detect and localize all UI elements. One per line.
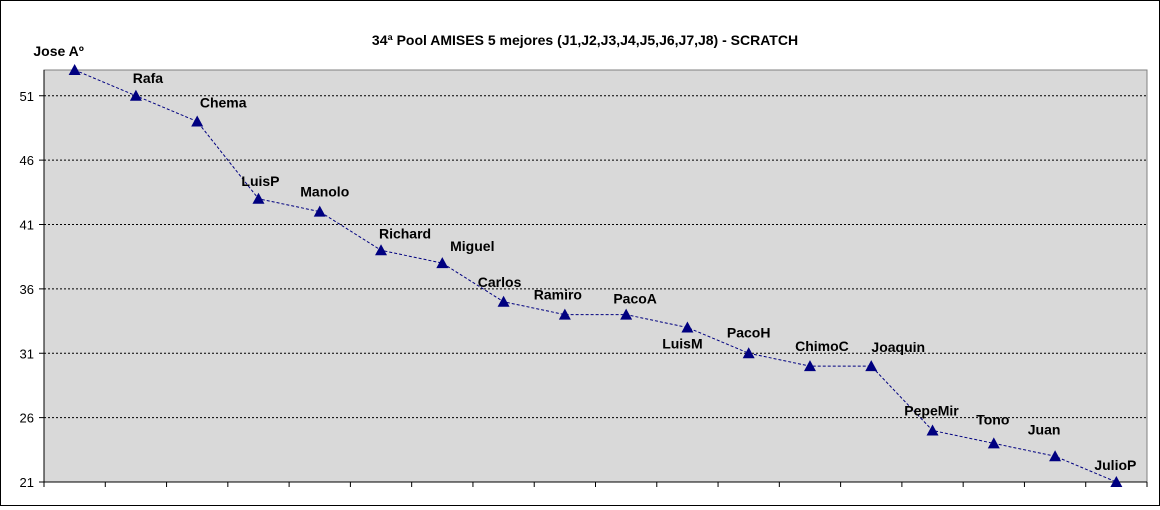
plot-background — [43, 69, 1148, 483]
data-point-marker — [436, 257, 449, 269]
data-point-marker — [926, 424, 939, 436]
data-point-marker — [313, 205, 326, 217]
data-point-label: Manolo — [300, 184, 349, 200]
data-point-marker — [742, 347, 755, 359]
data-point-label: Carlos — [478, 274, 522, 290]
data-point-marker — [558, 308, 571, 320]
data-point-marker — [497, 295, 510, 307]
data-point-label: Miguel — [450, 238, 494, 254]
data-point-label: Ramiro — [534, 287, 582, 303]
data-point-label: Joaquin — [871, 339, 925, 355]
data-point-marker — [987, 437, 1000, 449]
data-point-marker — [865, 360, 878, 372]
data-point-label: JulioP — [1094, 457, 1136, 473]
data-point-label: Juan — [1028, 421, 1061, 437]
y-tick-label: 46 — [20, 153, 34, 168]
data-point-marker — [375, 244, 388, 256]
chart-title: 34ª Pool AMISES 5 mejores (J1,J2,J3,J4,J… — [372, 32, 798, 48]
data-point-marker — [129, 89, 142, 101]
data-point-label: PepeMir — [904, 403, 959, 419]
data-point-label: LuisM — [662, 336, 702, 352]
data-point-marker — [252, 192, 265, 204]
data-point-label: PacoH — [727, 324, 771, 340]
data-point-label: Rafa — [133, 70, 164, 86]
y-tick-label: 41 — [20, 218, 34, 233]
data-point-label: Jose Aº — [33, 43, 84, 59]
data-point-marker — [803, 360, 816, 372]
y-tick-label: 26 — [20, 411, 34, 426]
data-point-label: PacoA — [613, 291, 657, 307]
data-point-marker — [1110, 476, 1123, 487]
data-point-label: Chema — [200, 95, 247, 111]
data-point-label: ChimoC — [795, 338, 849, 354]
y-tick-label: 31 — [20, 346, 34, 361]
data-point-label: Richard — [379, 225, 431, 241]
data-point-marker — [68, 64, 81, 75]
data-point-label: LuisP — [241, 173, 279, 189]
plot-area: 21 26 31 36 41 46 51 Jose Aº Rafa Chema LuisP Manol… — [20, 43, 1148, 490]
data-point-marker — [620, 308, 633, 320]
data-point-marker — [681, 321, 694, 333]
y-tick-label: 51 — [20, 89, 34, 104]
data-point-label: Tono — [976, 411, 1009, 427]
y-tick-label: 21 — [20, 475, 34, 490]
series-line — [74, 69, 1117, 483]
y-tick-label: 36 — [20, 282, 34, 297]
data-point-marker — [191, 115, 204, 127]
data-point-marker — [1049, 450, 1062, 462]
